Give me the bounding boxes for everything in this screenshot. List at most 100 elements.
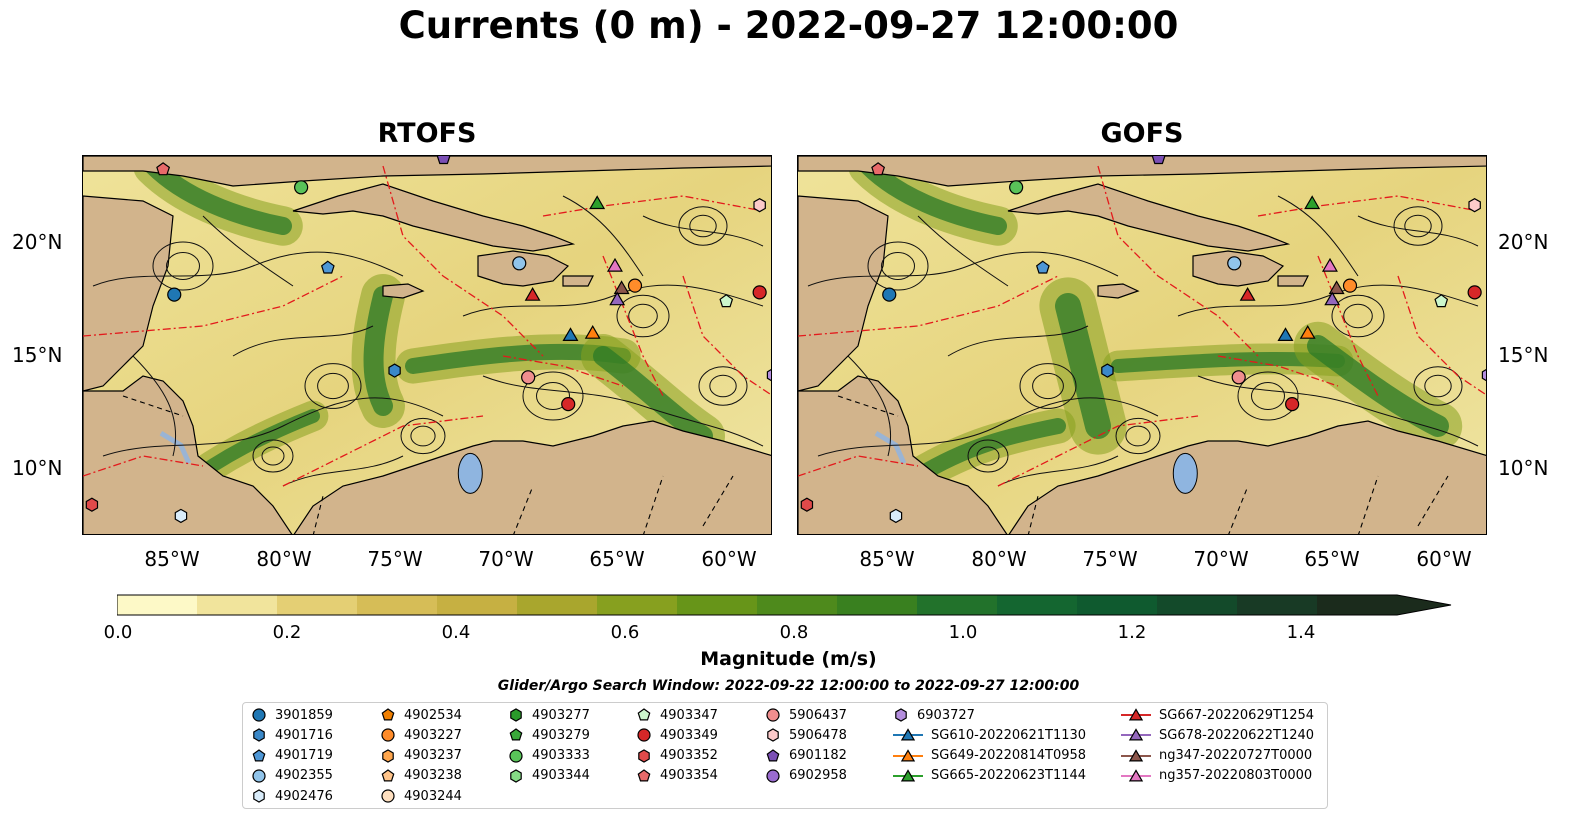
platform-marker	[1239, 286, 1256, 301]
platform-marker	[388, 363, 401, 378]
lon-label: 85°W	[859, 547, 915, 571]
legend-marker	[900, 769, 916, 782]
platform-marker	[606, 257, 623, 272]
platform-marker	[1285, 397, 1300, 412]
legend-item: 4903347	[636, 706, 718, 724]
legend-marker-hexagon-icon	[382, 748, 394, 763]
legend-marker-pentagon-icon	[766, 748, 780, 762]
legend-marker-circle-icon	[509, 748, 523, 763]
legend-item: 4903349	[636, 726, 718, 744]
colorbar-segment	[117, 595, 198, 615]
legend-label: SG610-20220621T1130	[931, 727, 1087, 743]
platform-marker	[889, 508, 903, 524]
colorbar-extend-arrow	[1397, 595, 1451, 615]
legend-label: 4903279	[532, 727, 590, 743]
platform-marker	[1467, 285, 1482, 300]
legend-label: 4901719	[275, 748, 333, 764]
legend-item: 4902476	[251, 787, 333, 805]
legend-item: 4903244	[380, 787, 462, 805]
legend-label: ng357-20220803T0000	[1159, 768, 1313, 784]
legend-marker	[766, 748, 780, 762]
colorbar-tick: 0.8	[779, 622, 809, 643]
colorbar-segment	[1077, 595, 1158, 615]
platform-marker	[882, 287, 897, 302]
legend-label: 4903354	[660, 768, 718, 784]
platform-marker	[1231, 370, 1246, 385]
search-window-text: Glider/Argo Search Window: 2022-09-22 12…	[497, 678, 1080, 694]
legend-marker	[766, 769, 780, 783]
legend-item: 4901716	[251, 726, 333, 744]
legend-marker	[638, 748, 650, 763]
colorbar-tick: 1.0	[948, 622, 978, 643]
legend-marker-triangle-icon	[1121, 769, 1151, 782]
colorbar-segment	[277, 595, 358, 615]
legend-marker	[253, 789, 265, 803]
legend-label: 5906437	[789, 707, 847, 723]
platform-marker	[1324, 291, 1341, 306]
legend-marker	[252, 708, 266, 722]
legend-marker	[637, 708, 651, 721]
legend-item: SG678-20220622T1240	[1121, 726, 1314, 744]
legend-item: 5906478	[765, 726, 847, 744]
legend-item: SG610-20220621T1130	[893, 726, 1086, 744]
platform-marker	[1328, 280, 1345, 295]
legend-label: 4901716	[275, 727, 333, 743]
legend-item: 4903333	[508, 747, 590, 765]
platform-marker	[1304, 195, 1321, 210]
legend-label: 6901182	[789, 748, 847, 764]
legend-label: 5906478	[789, 727, 847, 743]
legend-marker	[900, 748, 916, 762]
legend-marker-pentagon-icon	[509, 728, 523, 741]
platform-marker	[1299, 324, 1316, 339]
legend-item: 4903344	[508, 767, 590, 785]
platform-marker	[524, 286, 541, 301]
platform-marker	[609, 291, 626, 306]
legend-marker	[1128, 769, 1144, 782]
legend-marker-circle-icon	[766, 708, 780, 722]
legend-label: 4903227	[404, 727, 462, 743]
lon-label: 85°W	[144, 547, 200, 571]
lon-label: 65°W	[589, 547, 645, 571]
legend-marker-pentagon-icon	[637, 708, 651, 721]
legend-marker	[381, 708, 395, 721]
platform-marker	[589, 195, 606, 210]
map-panel-gofs	[797, 155, 1487, 535]
lon-label: 70°W	[478, 547, 534, 571]
legend-marker	[1128, 728, 1144, 741]
legend-label: ng347-20220727T0000	[1159, 748, 1313, 764]
platform-marker	[521, 370, 536, 385]
legend-label: 4903237	[404, 748, 462, 764]
lat-label-20n-right: 20°N	[1498, 230, 1549, 254]
legend-marker-pentagon-icon	[381, 769, 395, 782]
legend-item: 6901182	[765, 747, 847, 765]
legend-item: 6902958	[765, 767, 847, 785]
legend-marker	[637, 769, 651, 782]
legend-label: 4903352	[660, 748, 718, 764]
colorbar-segment	[1237, 595, 1318, 615]
legend-label: 3901859	[275, 707, 333, 723]
legend-marker-pentagon-icon	[252, 748, 266, 762]
legend-marker	[381, 728, 395, 742]
panel-title-rtofs: RTOFS	[377, 118, 477, 149]
lat-label-15n-left: 15°N	[12, 343, 63, 367]
platform-marker	[561, 397, 576, 412]
colorbar-segment	[757, 595, 838, 615]
legend-label: 4903333	[532, 748, 590, 764]
legend-label: 4903238	[404, 768, 462, 784]
legend-marker-circle-icon	[381, 728, 395, 742]
figure-title: Currents (0 m) - 2022-09-27 12:00:00	[398, 4, 1179, 47]
lon-label: 80°W	[256, 547, 312, 571]
legend: 3901859 4901716 4901719 4902355 4902476 49025…	[242, 702, 1328, 809]
legend-marker	[1128, 708, 1144, 721]
legend-item: 4903279	[508, 726, 590, 744]
legend-marker	[253, 728, 265, 742]
colorbar	[117, 594, 1452, 616]
platform-marker	[1151, 156, 1166, 165]
platform-marker	[436, 156, 451, 165]
colorbar-tick: 0.2	[272, 622, 302, 643]
panel-title-gofs: GOFS	[1100, 118, 1184, 149]
legend-item: 4901719	[251, 747, 333, 765]
legend-item: 6903727	[893, 706, 975, 724]
colorbar-segment	[597, 595, 678, 615]
platform-marker	[1227, 256, 1242, 271]
